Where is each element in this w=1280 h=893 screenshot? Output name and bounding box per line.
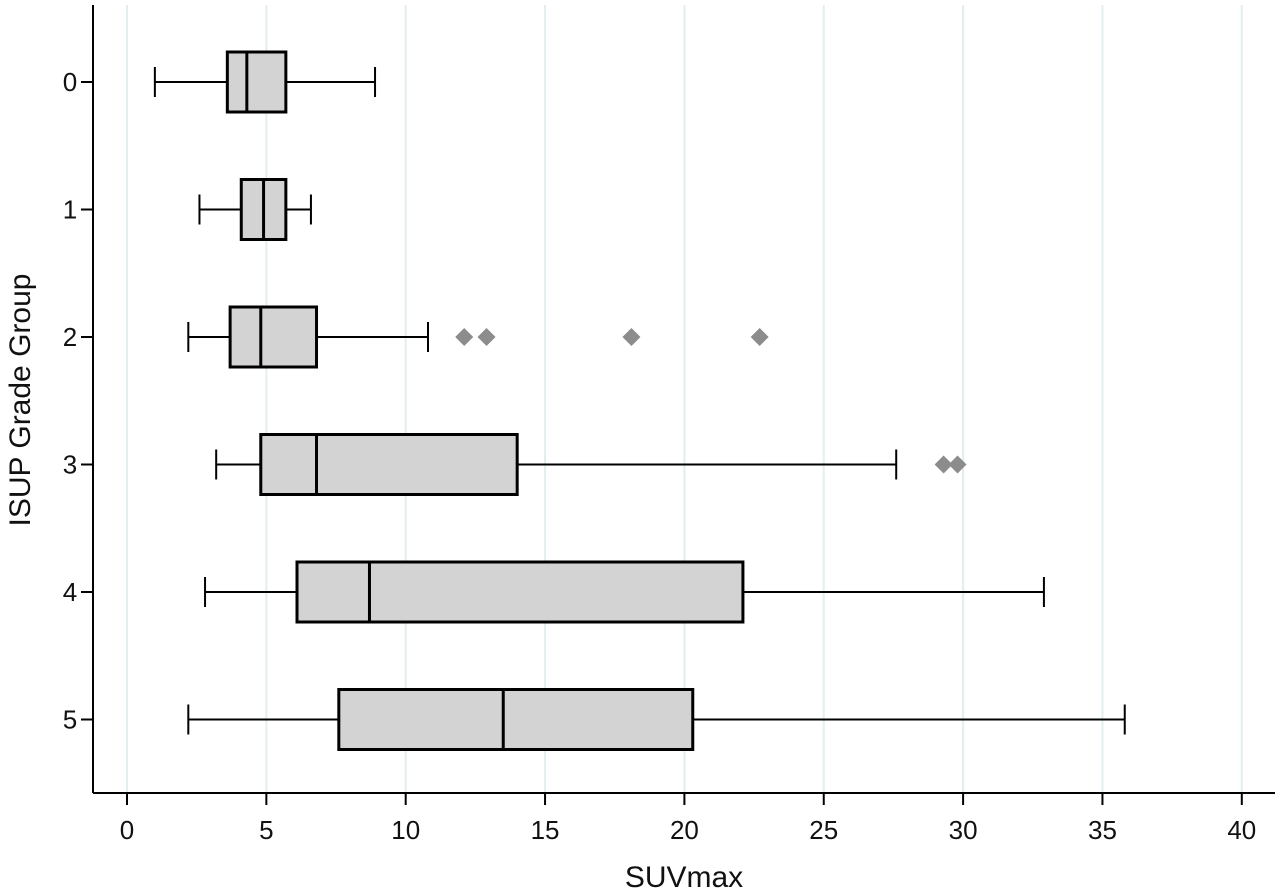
outlier-point	[477, 328, 496, 346]
boxes	[153, 50, 1126, 751]
x-tick-label: 35	[1088, 815, 1117, 845]
y-tick-label: 3	[63, 450, 77, 480]
box-group-5	[187, 688, 1126, 751]
x-axis-title: SUVmax	[625, 861, 743, 893]
x-tick-label: 10	[391, 815, 420, 845]
grid-layer	[126, 5, 1243, 793]
iqr-box	[225, 50, 288, 114]
box-group-2	[187, 305, 429, 369]
iqr-box	[337, 688, 695, 751]
x-tick-label: 0	[120, 815, 134, 845]
y-tick-label: 1	[63, 195, 77, 225]
box-group-4	[204, 560, 1045, 624]
ticks: 0 5 10 15 20 25 30 35 40 0 1 2 3 4 5	[63, 67, 1256, 845]
y-axis-title: ISUP Grade Group	[4, 274, 37, 527]
outliers	[455, 328, 967, 474]
outlier-point	[750, 328, 769, 346]
outlier-point	[455, 328, 474, 346]
iqr-box	[295, 560, 745, 624]
box-group-0	[153, 50, 377, 114]
x-tick-label: 30	[949, 815, 978, 845]
outlier-point	[622, 328, 641, 346]
iqr-box	[259, 433, 519, 496]
y-tick-label: 5	[63, 705, 77, 735]
box-group-3	[215, 433, 898, 496]
x-tick-label: 5	[259, 815, 273, 845]
y-tick-label: 2	[63, 322, 77, 352]
y-tick-label: 0	[63, 67, 77, 97]
y-tick-label: 4	[63, 577, 77, 607]
x-tick-label: 15	[531, 815, 560, 845]
x-tick-label: 40	[1227, 815, 1256, 845]
outlier-point	[934, 455, 953, 474]
box-group-1	[198, 178, 312, 241]
outlier-point	[948, 455, 967, 474]
x-tick-label: 25	[809, 815, 838, 845]
x-tick-label: 20	[670, 815, 699, 845]
iqr-box	[228, 305, 319, 369]
